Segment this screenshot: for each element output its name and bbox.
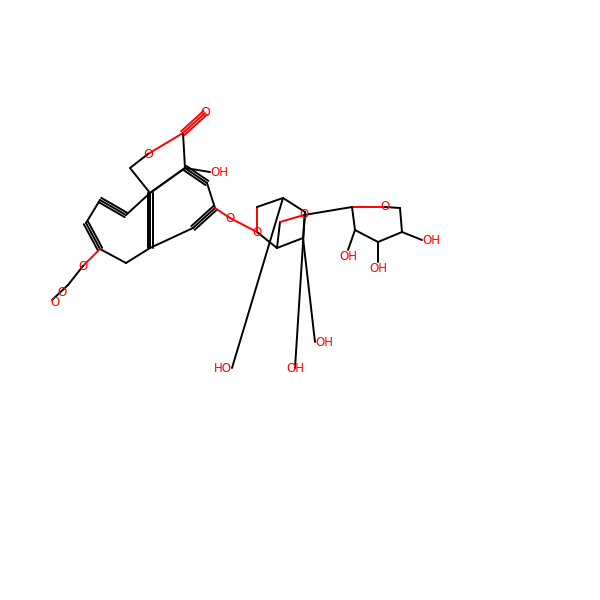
Text: O: O (380, 200, 389, 214)
Text: O: O (253, 226, 262, 238)
Text: HO: HO (214, 361, 232, 374)
Text: OH: OH (210, 166, 228, 179)
Text: O: O (58, 286, 67, 298)
Text: OH: OH (339, 250, 357, 263)
Text: OH: OH (422, 233, 440, 247)
Text: O: O (200, 107, 210, 119)
Text: O: O (226, 211, 235, 224)
Text: O: O (79, 259, 88, 272)
Text: OH: OH (286, 361, 304, 374)
Text: O: O (143, 148, 153, 160)
Text: OH: OH (369, 262, 387, 275)
Text: OH: OH (315, 335, 333, 349)
Text: O: O (299, 208, 308, 221)
Text: O: O (50, 295, 59, 308)
